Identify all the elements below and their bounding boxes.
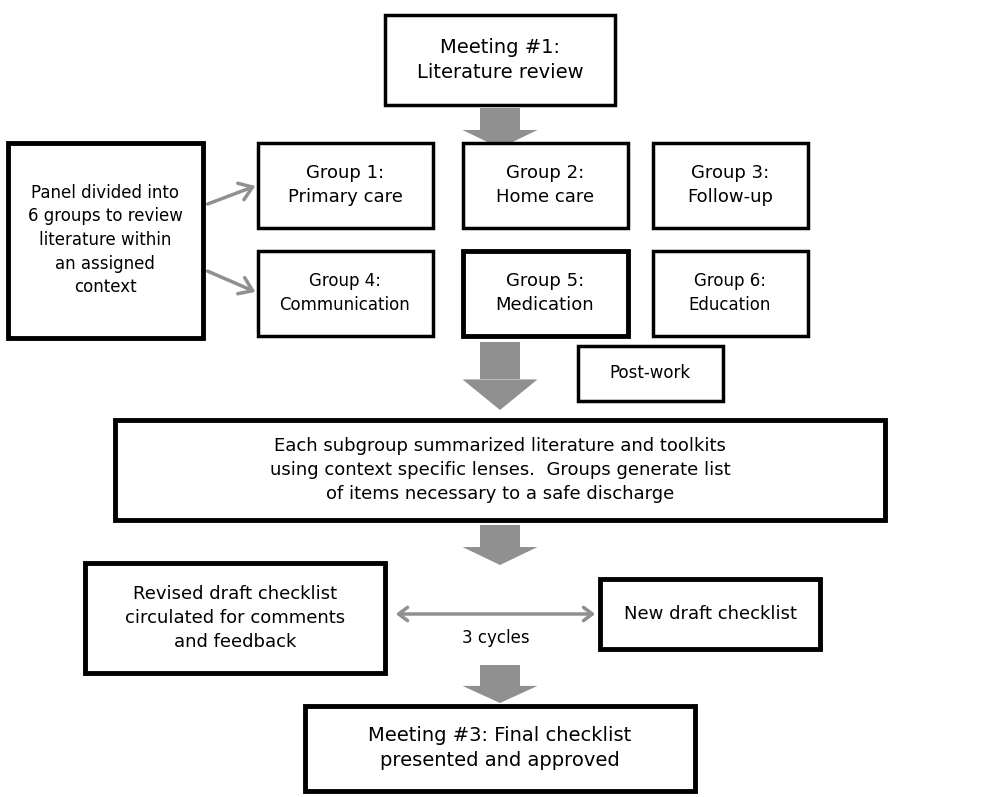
FancyBboxPatch shape <box>462 250 628 336</box>
FancyBboxPatch shape <box>652 143 808 227</box>
Text: Group 2:
Home care: Group 2: Home care <box>496 164 594 206</box>
FancyBboxPatch shape <box>115 420 885 520</box>
Polygon shape <box>462 379 538 410</box>
Text: New draft checklist: New draft checklist <box>624 605 796 623</box>
Text: Revised draft checklist
circulated for comments
and feedback: Revised draft checklist circulated for c… <box>125 586 345 650</box>
Polygon shape <box>462 686 538 703</box>
FancyBboxPatch shape <box>652 250 808 336</box>
Polygon shape <box>480 525 520 547</box>
FancyBboxPatch shape <box>385 15 615 105</box>
Text: Meeting #3: Final checklist
presented and approved: Meeting #3: Final checklist presented an… <box>368 726 632 770</box>
Text: Group 6:
Education: Group 6: Education <box>689 273 771 314</box>
Text: Group 4:
Communication: Group 4: Communication <box>280 273 410 314</box>
FancyBboxPatch shape <box>578 346 722 401</box>
Text: Panel divided into
6 groups to review
literature within
an assigned
context: Panel divided into 6 groups to review li… <box>28 184 182 296</box>
Polygon shape <box>462 547 538 565</box>
Text: Each subgroup summarized literature and toolkits
using context specific lenses. : Each subgroup summarized literature and … <box>270 438 730 503</box>
FancyBboxPatch shape <box>258 143 432 227</box>
Polygon shape <box>480 108 520 130</box>
Text: Group 1:
Primary care: Group 1: Primary care <box>288 164 402 206</box>
Text: 3 cycles: 3 cycles <box>462 629 530 647</box>
Text: Post-work: Post-work <box>609 364 691 382</box>
Text: Meeting #1:
Literature review: Meeting #1: Literature review <box>417 38 583 82</box>
FancyBboxPatch shape <box>258 250 432 336</box>
Text: Group 5:
Medication: Group 5: Medication <box>496 273 594 314</box>
FancyBboxPatch shape <box>8 143 202 337</box>
FancyBboxPatch shape <box>85 563 385 673</box>
Text: Group 3:
Follow-up: Group 3: Follow-up <box>687 164 773 206</box>
Polygon shape <box>480 665 520 686</box>
Polygon shape <box>462 130 538 148</box>
FancyBboxPatch shape <box>305 705 695 791</box>
Polygon shape <box>480 342 520 379</box>
FancyBboxPatch shape <box>600 579 820 649</box>
FancyBboxPatch shape <box>462 143 628 227</box>
